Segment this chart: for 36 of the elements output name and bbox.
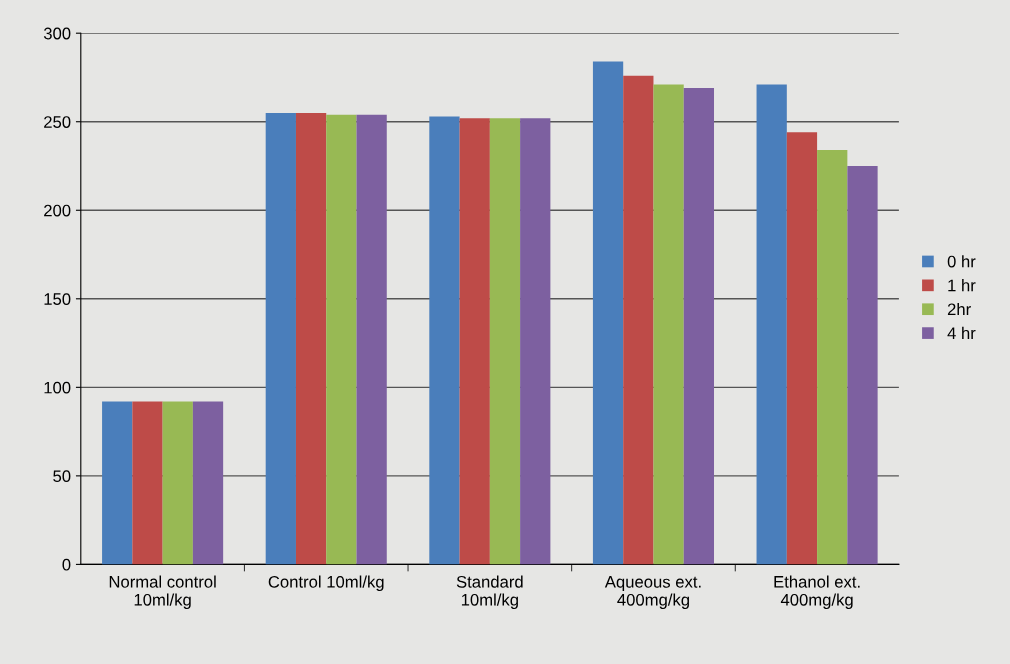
bar — [326, 114, 357, 565]
y-tick-label: 200 — [44, 204, 71, 217]
x-tick-label: Normal control 10ml/kg — [109, 575, 216, 609]
bar — [786, 132, 818, 565]
y-tick-label: 0 — [62, 558, 71, 571]
bar — [132, 401, 163, 565]
bar — [295, 112, 327, 565]
y-tick-label: 50 — [53, 470, 71, 483]
y-tick-label: 250 — [44, 116, 71, 128]
bar — [756, 84, 787, 565]
x-tick-label: Control 10ml/kg — [268, 575, 384, 592]
bar — [847, 166, 878, 565]
bar — [817, 150, 848, 565]
bar — [520, 118, 551, 565]
x-tick-label: Standard 10ml/kg — [456, 575, 523, 609]
bar — [592, 61, 624, 565]
legend-label: 0 hr — [947, 255, 976, 268]
x-tick-label: Aqueous ext. 400mg/kg — [604, 576, 701, 609]
bar — [162, 401, 193, 565]
bar — [265, 112, 296, 565]
bar — [489, 118, 521, 565]
legend-label: 2hr — [947, 302, 971, 316]
y-tick-label: 300 — [43, 27, 71, 40]
bar — [429, 116, 460, 565]
bar — [356, 114, 387, 565]
bar — [192, 401, 224, 565]
y-tick-label: 150 — [44, 293, 71, 305]
x-tick-label: Ethanol ext. 400mg/kg — [774, 575, 860, 609]
bar — [653, 84, 684, 565]
y-tick-label: 100 — [44, 381, 71, 394]
legend-label: 1 hr — [948, 279, 976, 292]
legend-label: 4 hr — [947, 326, 976, 339]
bar — [459, 118, 490, 565]
bar — [623, 75, 654, 565]
bar — [683, 88, 715, 565]
bar — [102, 401, 133, 565]
